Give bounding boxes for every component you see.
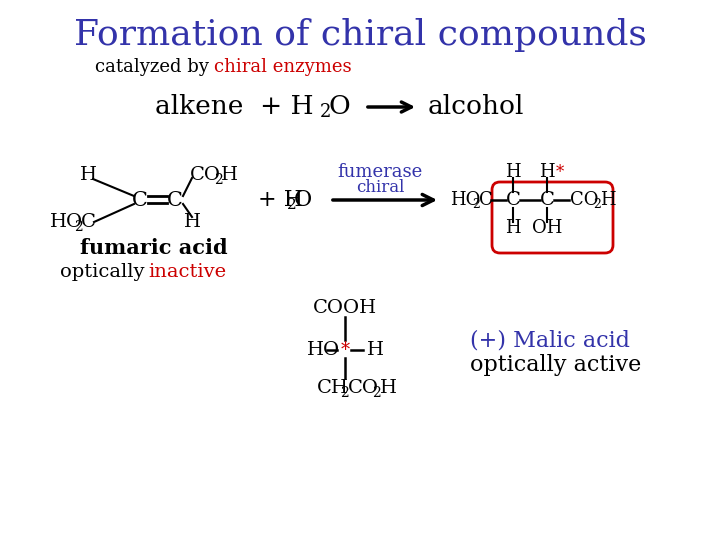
Text: chiral: chiral	[356, 179, 404, 197]
Text: (+) Malic acid: (+) Malic acid	[470, 329, 630, 351]
Text: chiral enzymes: chiral enzymes	[214, 58, 351, 76]
Text: inactive: inactive	[148, 263, 226, 281]
Text: 2: 2	[74, 220, 83, 234]
Text: CO: CO	[348, 379, 379, 397]
Text: H: H	[505, 219, 521, 237]
Text: CH: CH	[317, 379, 349, 397]
Text: C: C	[539, 191, 554, 209]
Text: 2: 2	[372, 386, 381, 400]
Text: H: H	[367, 341, 384, 359]
Text: C: C	[132, 191, 148, 210]
Text: 2: 2	[287, 198, 297, 212]
Text: CO: CO	[570, 191, 598, 209]
Text: catalyzed by: catalyzed by	[95, 58, 215, 76]
Text: Formation of chiral compounds: Formation of chiral compounds	[73, 18, 647, 52]
Text: HO: HO	[450, 191, 480, 209]
Text: H: H	[505, 163, 521, 181]
Text: H: H	[221, 166, 238, 184]
Text: fumerase: fumerase	[338, 163, 423, 181]
Text: alkene  + H: alkene + H	[155, 94, 314, 119]
Text: O: O	[329, 94, 351, 119]
Text: H: H	[79, 166, 96, 184]
Text: CO: CO	[190, 166, 221, 184]
Text: + H: + H	[258, 189, 303, 211]
Text: O: O	[294, 189, 312, 211]
Text: C: C	[479, 191, 492, 209]
Text: 2: 2	[320, 103, 331, 121]
Text: fumaric acid: fumaric acid	[80, 238, 228, 258]
Text: *: *	[341, 341, 350, 359]
Text: alcohol: alcohol	[428, 94, 524, 119]
Text: optically active: optically active	[470, 354, 642, 376]
Text: *: *	[556, 164, 564, 180]
Text: 2: 2	[340, 386, 348, 400]
Text: 2: 2	[214, 173, 222, 187]
Text: H: H	[539, 163, 555, 181]
Text: C: C	[81, 213, 96, 231]
Text: C: C	[167, 191, 183, 210]
Text: OH: OH	[532, 219, 562, 237]
Text: H: H	[380, 379, 397, 397]
Text: HO: HO	[50, 213, 83, 231]
Text: C: C	[505, 191, 521, 209]
Text: 2: 2	[472, 199, 480, 212]
Text: 2: 2	[593, 199, 601, 212]
Text: H: H	[600, 191, 616, 209]
Text: optically: optically	[60, 263, 150, 281]
Text: H: H	[184, 213, 200, 231]
Text: HO: HO	[307, 341, 340, 359]
Text: COOH: COOH	[313, 299, 377, 317]
